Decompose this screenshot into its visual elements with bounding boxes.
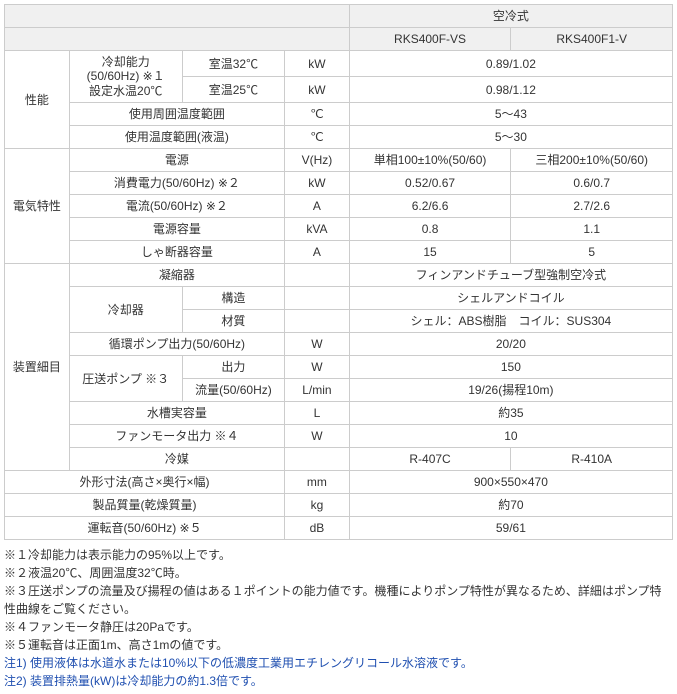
blank: [285, 287, 350, 310]
cooling-cap-label: 冷却能力(50/60Hz) ※１ 設定水温20℃: [69, 51, 182, 103]
amb-val: 5～43: [349, 103, 672, 126]
details-label: 装置細目: [5, 264, 70, 471]
fan-label: ファンモータ出力 ※４: [69, 425, 284, 448]
model1-header: RKS400F-VS: [349, 28, 511, 51]
unit-kg: kg: [285, 494, 350, 517]
cooler-label: 冷却器: [69, 287, 182, 333]
cur1: 6.2/6.6: [349, 195, 511, 218]
room25-label: 室温25℃: [182, 77, 284, 103]
noise-val: 59/61: [349, 517, 672, 540]
unit-c: ℃: [285, 126, 350, 149]
room32-label: 室温32℃: [182, 51, 284, 77]
unit-kva: kVA: [285, 218, 350, 241]
structure-val: シェルアンドコイル: [349, 287, 672, 310]
unit-a: A: [285, 241, 350, 264]
breaker-label: しゃ断器容量: [69, 241, 284, 264]
output-label: 出力: [182, 356, 284, 379]
tank-val: 約35: [349, 402, 672, 425]
ps1: 単相100±10%(50/60): [349, 149, 511, 172]
circ-val: 20/20: [349, 333, 672, 356]
v2: 0.98/1.12: [349, 77, 672, 103]
flow-val: 19/26(揚程10m): [349, 379, 672, 402]
unit-mm: mm: [285, 471, 350, 494]
liq-range-label: 使用温度範囲(液温): [69, 126, 284, 149]
current-label: 電流(50/60Hz) ※２: [69, 195, 284, 218]
blank: [285, 310, 350, 333]
mass-label: 製品質量(乾燥質量): [5, 494, 285, 517]
flow-label: 流量(50/60Hz): [182, 379, 284, 402]
amb-range-label: 使用周囲温度範囲: [69, 103, 284, 126]
footnotes: ※１冷却能力は表示能力の95%以上です。 ※２液温20℃、周囲温度32℃時。 ※…: [4, 546, 673, 690]
capacity-label: 電源容量: [69, 218, 284, 241]
liq-val: 5～30: [349, 126, 672, 149]
blank-header-2: [5, 28, 350, 51]
note-3: ※３圧送ポンプの流量及び揚程の値はある１ポイントの能力値です。機種によりポンプ特…: [4, 582, 673, 618]
blank-header: [5, 5, 350, 28]
ps2: 三相200±10%(50/60): [511, 149, 673, 172]
v1: 0.89/1.02: [349, 51, 672, 77]
noise-label: 運転音(50/60Hz) ※５: [5, 517, 285, 540]
refrig1: R-407C: [349, 448, 511, 471]
power-src-label: 電源: [69, 149, 284, 172]
unit-vhz: V(Hz): [285, 149, 350, 172]
brk2: 5: [511, 241, 673, 264]
dims-label: 外形寸法(高さ×奥行×幅): [5, 471, 285, 494]
note-2: ※２液温20℃、周囲温度32℃時。: [4, 564, 673, 582]
elec-label: 電気特性: [5, 149, 70, 264]
refrig-label: 冷媒: [69, 448, 284, 471]
unit-c: ℃: [285, 103, 350, 126]
cap2: 1.1: [511, 218, 673, 241]
structure-label: 構造: [182, 287, 284, 310]
output-val: 150: [349, 356, 672, 379]
unit-w: W: [285, 333, 350, 356]
brk1: 15: [349, 241, 511, 264]
note-1: ※１冷却能力は表示能力の95%以上です。: [4, 546, 673, 564]
material-val: シェル：ABS樹脂 コイル：SUS304: [349, 310, 672, 333]
tank-label: 水槽実容量: [69, 402, 284, 425]
condenser-label: 凝縮器: [69, 264, 284, 287]
fan-val: 10: [349, 425, 672, 448]
feed-pump-label: 圧送ポンプ ※３: [69, 356, 182, 402]
cons2: 0.6/0.7: [511, 172, 673, 195]
cur2: 2.7/2.6: [511, 195, 673, 218]
unit-w: W: [285, 356, 350, 379]
note-b2: 注2) 装置排熱量(kW)は冷却能力の約1.3倍です。: [4, 672, 673, 690]
model2-header: RKS400F1-V: [511, 28, 673, 51]
unit-kw: kW: [285, 172, 350, 195]
unit-w: W: [285, 425, 350, 448]
cooling-type-header: 空冷式: [349, 5, 672, 28]
cap1: 0.8: [349, 218, 511, 241]
circ-pump-label: 循環ポンプ出力(50/60Hz): [69, 333, 284, 356]
note-5: ※５運転音は正面1m、高さ1mの値です。: [4, 636, 673, 654]
unit-l: L: [285, 402, 350, 425]
note-b1: 注1) 使用液体は水道水または10%以下の低濃度工業用エチレングリコール水溶液で…: [4, 654, 673, 672]
condenser-val: フィンアンドチューブ型強制空冷式: [349, 264, 672, 287]
unit-kw: kW: [285, 51, 350, 77]
unit-lmin: L/min: [285, 379, 350, 402]
blank: [285, 264, 350, 287]
unit-kw: kW: [285, 77, 350, 103]
blank: [285, 448, 350, 471]
dims-val: 900×550×470: [349, 471, 672, 494]
perf-label: 性能: [5, 51, 70, 149]
consumption-label: 消費電力(50/60Hz) ※２: [69, 172, 284, 195]
cons1: 0.52/0.67: [349, 172, 511, 195]
note-4: ※４ファンモータ静圧は20Paです。: [4, 618, 673, 636]
mass-val: 約70: [349, 494, 672, 517]
spec-table: 空冷式 RKS400F-VS RKS400F1-V 性能 冷却能力(50/60H…: [4, 4, 673, 540]
material-label: 材質: [182, 310, 284, 333]
unit-db: dB: [285, 517, 350, 540]
unit-a: A: [285, 195, 350, 218]
refrig2: R-410A: [511, 448, 673, 471]
